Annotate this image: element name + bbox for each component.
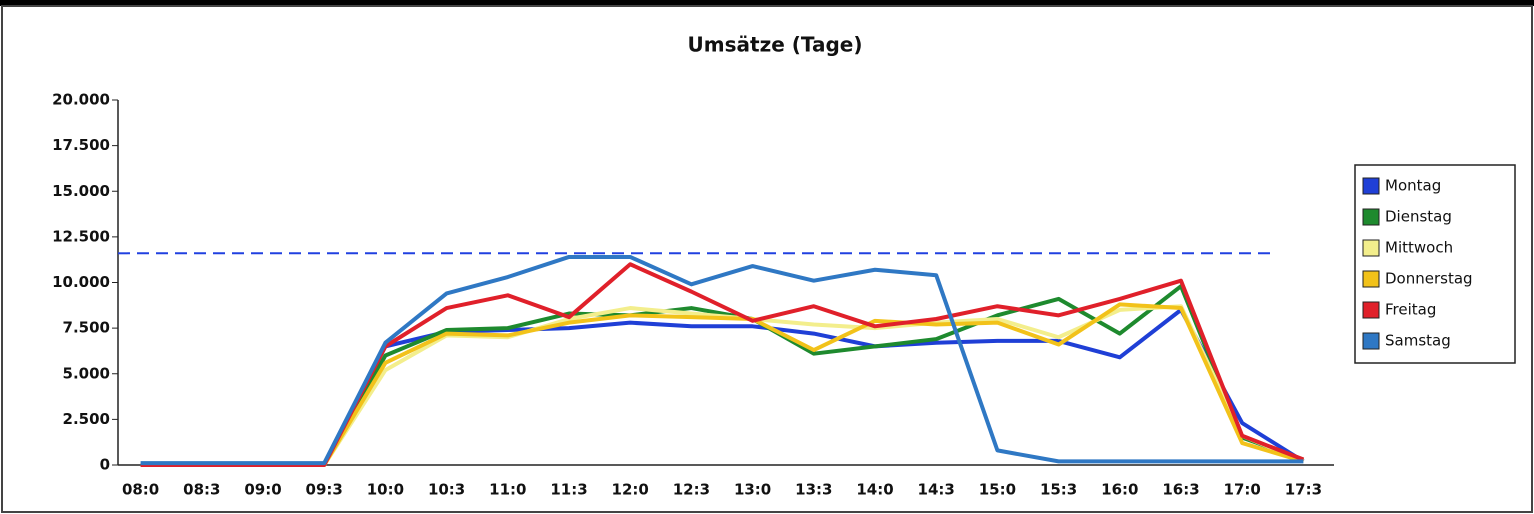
x-tick-label: 17:0 [1224, 481, 1261, 499]
legend-label: Samstag [1385, 332, 1451, 350]
x-tick-label: 16:0 [1101, 481, 1138, 499]
x-tick-label: 17:3 [1285, 481, 1322, 499]
x-tick-label: 09:0 [244, 481, 281, 499]
x-tick-label: 14:0 [856, 481, 893, 499]
x-tick-label: 14:3 [918, 481, 955, 499]
x-tick-label: 12:3 [673, 481, 710, 499]
y-tick-label: 10.000 [52, 273, 110, 291]
legend-label: Mittwoch [1385, 239, 1453, 257]
x-tick-label: 15:0 [979, 481, 1016, 499]
series-line [140, 254, 1304, 466]
y-tick-label: 5.000 [63, 364, 110, 382]
x-tick-label: 10:3 [428, 481, 465, 499]
x-tick-label: 15:3 [1040, 481, 1077, 499]
x-tick-label: 09:3 [306, 481, 343, 499]
x-tick-label: 08:3 [183, 481, 220, 499]
x-tick-label: 13:3 [795, 481, 832, 499]
y-tick-label: 15.000 [52, 182, 110, 200]
legend-label: Donnerstag [1385, 270, 1473, 288]
legend-label: Dienstag [1385, 208, 1452, 226]
legend-label: Montag [1385, 177, 1441, 195]
series-line [140, 284, 1305, 467]
y-tick-label: 0 [100, 456, 110, 474]
y-tick-label: 7.500 [63, 319, 110, 337]
frame [1, 5, 1533, 513]
x-tick-label: 13:0 [734, 481, 771, 499]
x-tick-label: 08:0 [122, 481, 159, 499]
legend-swatch [1362, 177, 1380, 195]
top-border [0, 0, 1534, 6]
legend-label: Freitag [1385, 301, 1436, 319]
legend-swatch [1362, 239, 1380, 257]
legend-swatch [1362, 332, 1380, 350]
legend-box [1354, 164, 1516, 364]
series-line [140, 304, 1305, 467]
x-tick-label: 11:0 [489, 481, 526, 499]
y-tick-label: 20.000 [52, 91, 110, 109]
legend-swatch [1362, 270, 1380, 288]
y-tick-label: 12.500 [52, 227, 110, 245]
x-tick-label: 10:0 [367, 481, 404, 499]
chart-title: Umsätze (Tage) [688, 33, 863, 57]
legend-swatch [1362, 301, 1380, 319]
x-tick-label: 12:0 [612, 481, 649, 499]
legend-swatch [1362, 208, 1380, 226]
series-line [140, 307, 1305, 467]
y-tick-label: 17.500 [52, 136, 110, 154]
x-tick-label: 16:3 [1162, 481, 1199, 499]
series-line [140, 262, 1305, 467]
x-tick-label: 11:3 [550, 481, 587, 499]
y-tick-label: 2.500 [63, 410, 110, 428]
